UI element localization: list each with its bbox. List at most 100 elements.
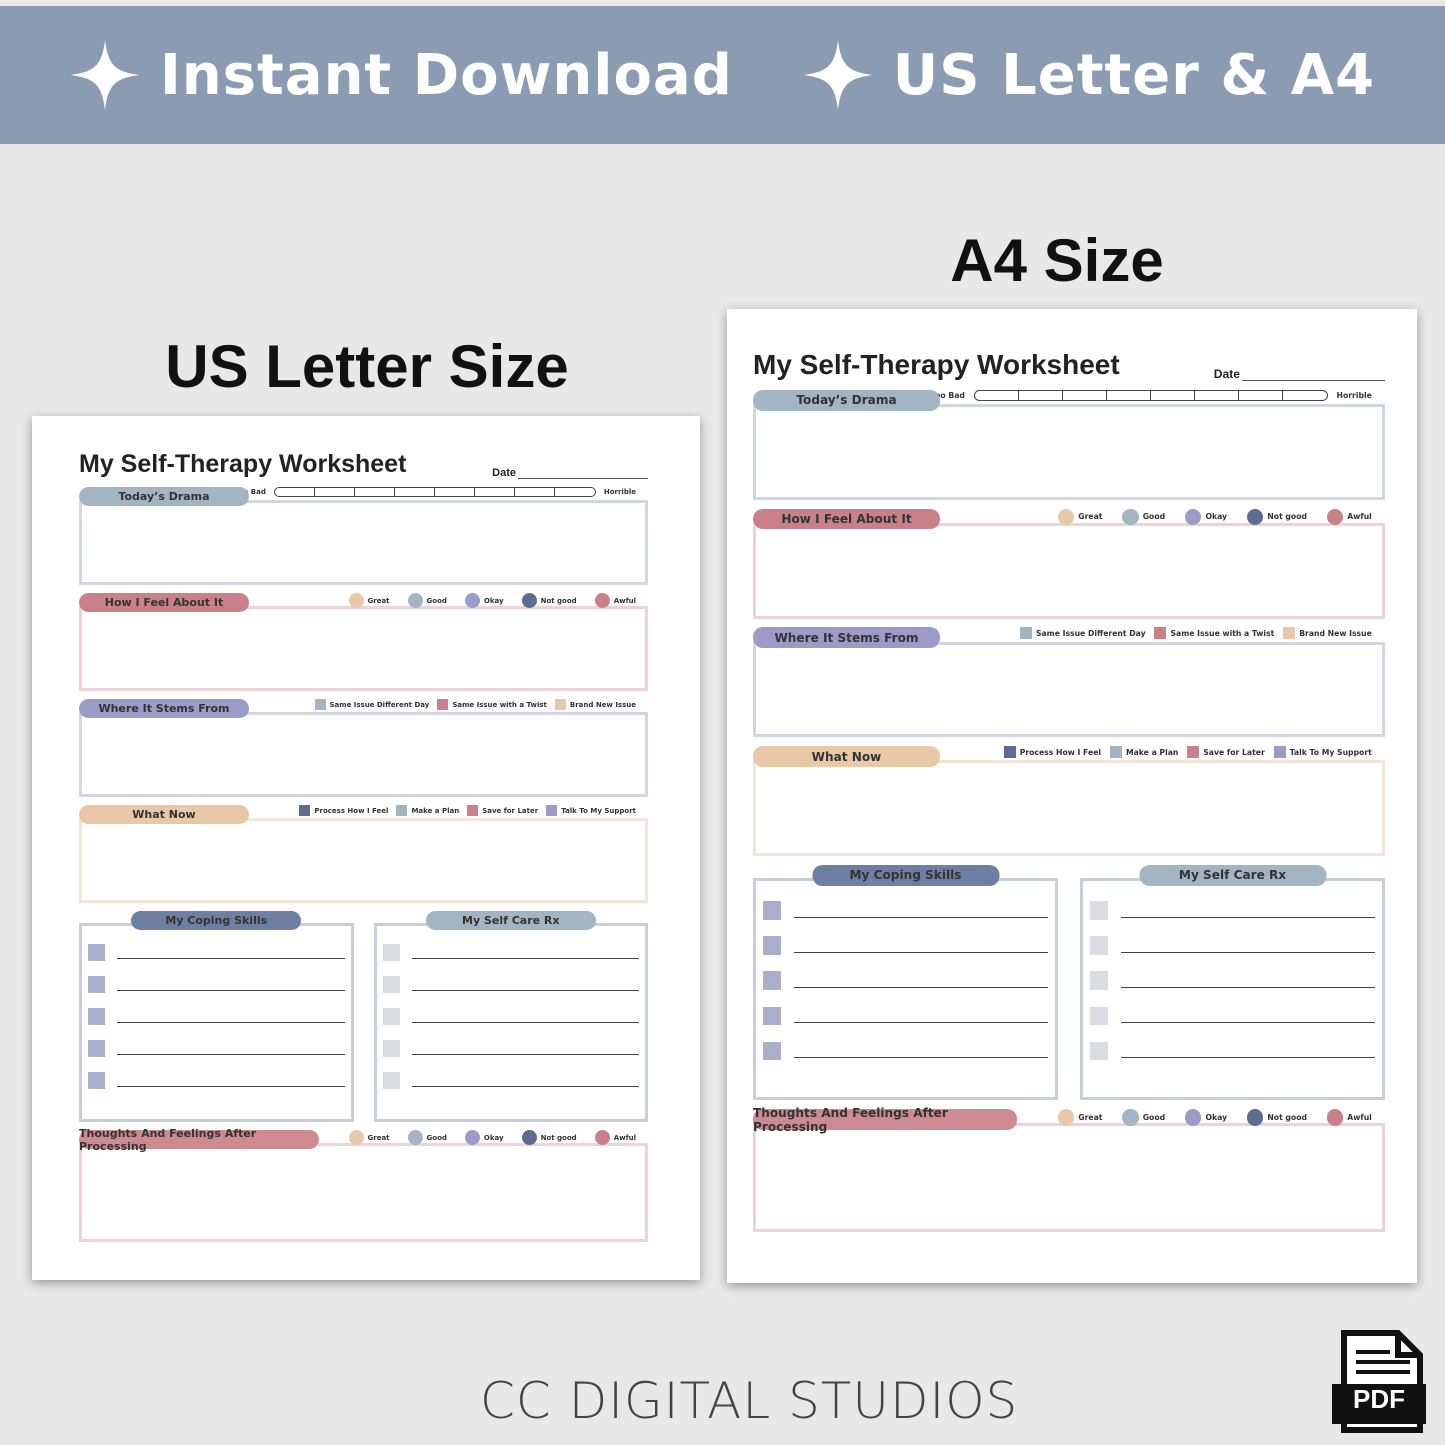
what-writing-area[interactable] bbox=[753, 760, 1385, 857]
checkbox[interactable] bbox=[762, 900, 782, 920]
stems-label: Where It Stems From bbox=[79, 699, 249, 718]
thoughts-writing-area[interactable] bbox=[753, 1123, 1385, 1233]
scale-segment[interactable] bbox=[1107, 390, 1151, 400]
checkbox[interactable] bbox=[762, 1041, 782, 1061]
section-thoughts: Thoughts And Feelings After Processing Gr… bbox=[79, 1127, 648, 1242]
scale-segment[interactable] bbox=[315, 488, 355, 496]
checkbox[interactable] bbox=[1089, 900, 1109, 920]
thoughts-writing-area[interactable] bbox=[79, 1143, 648, 1242]
scale-segment[interactable] bbox=[1019, 390, 1063, 400]
checkbox[interactable] bbox=[382, 944, 400, 961]
scale-segment[interactable] bbox=[475, 488, 515, 496]
write-line[interactable] bbox=[411, 1086, 639, 1087]
write-line[interactable] bbox=[1121, 916, 1376, 918]
section-stems: Where It Stems From Same Issue Different … bbox=[753, 627, 1385, 738]
write-line[interactable] bbox=[117, 1022, 345, 1023]
checkbox[interactable] bbox=[1089, 1006, 1109, 1026]
checkbox[interactable] bbox=[382, 1008, 400, 1025]
write-line[interactable] bbox=[1121, 987, 1376, 989]
stems-options: Same Issue Different Day Same Issue with … bbox=[1019, 627, 1372, 640]
date-input[interactable] bbox=[1242, 380, 1385, 381]
scale-segment[interactable] bbox=[395, 488, 435, 496]
mood-label: Great bbox=[1078, 512, 1103, 522]
banner-item-instant-download: Instant Download bbox=[69, 40, 733, 110]
checkbox[interactable] bbox=[382, 1040, 400, 1057]
mood-label: Not good bbox=[540, 596, 577, 605]
mood-great: Great bbox=[348, 1130, 390, 1145]
stems-writing-area[interactable] bbox=[753, 641, 1385, 738]
write-line[interactable] bbox=[411, 1054, 639, 1055]
scale-segment[interactable] bbox=[1063, 390, 1107, 400]
checkbox[interactable] bbox=[762, 971, 782, 991]
scale-segment[interactable] bbox=[1195, 390, 1239, 400]
drama-writing-area[interactable] bbox=[753, 404, 1385, 500]
stems-options: Same Issue Different Day Same Issue with … bbox=[314, 699, 636, 710]
checkbox[interactable] bbox=[762, 1006, 782, 1026]
legend-label: Same Issue Different Day bbox=[1035, 628, 1146, 638]
legend-label: Brand New Issue bbox=[569, 700, 636, 709]
stems-writing-area[interactable] bbox=[79, 712, 648, 797]
lists-row: My Coping Skills My Self Care Rx bbox=[79, 911, 648, 1122]
awful-face-icon bbox=[1326, 1109, 1344, 1126]
scale-segment[interactable] bbox=[515, 488, 555, 496]
checkbox[interactable] bbox=[88, 1008, 105, 1025]
write-line[interactable] bbox=[1121, 1022, 1376, 1024]
feel-writing-area[interactable] bbox=[753, 522, 1385, 619]
write-line[interactable] bbox=[117, 958, 345, 959]
list-row bbox=[762, 1006, 1049, 1026]
scale-segment[interactable] bbox=[275, 488, 315, 496]
scale-segment[interactable] bbox=[555, 488, 595, 496]
checkbox[interactable] bbox=[382, 976, 400, 993]
checkbox[interactable] bbox=[88, 944, 105, 961]
scale-segment[interactable] bbox=[435, 488, 475, 496]
write-line[interactable] bbox=[794, 987, 1049, 989]
feel-writing-area[interactable] bbox=[79, 606, 648, 691]
legend-item: Same Issue with a Twist bbox=[1154, 627, 1274, 640]
write-line[interactable] bbox=[1121, 1057, 1376, 1059]
scale-segment[interactable] bbox=[1283, 391, 1327, 400]
write-line[interactable] bbox=[411, 990, 639, 991]
what-writing-area[interactable] bbox=[79, 818, 648, 903]
checkbox[interactable] bbox=[382, 1072, 400, 1089]
checkbox[interactable] bbox=[88, 976, 105, 993]
scale-segment[interactable] bbox=[1239, 390, 1283, 400]
checkbox[interactable] bbox=[88, 1072, 105, 1089]
date-label: Date bbox=[1213, 367, 1240, 381]
write-line[interactable] bbox=[117, 1086, 345, 1087]
write-line[interactable] bbox=[794, 916, 1049, 918]
date-input[interactable] bbox=[518, 478, 648, 479]
drama-label: Today’s Drama bbox=[753, 389, 940, 411]
legend-label: Brand New Issue bbox=[1299, 628, 1372, 638]
list-row bbox=[762, 971, 1049, 991]
scale-segment[interactable] bbox=[975, 390, 1019, 400]
write-line[interactable] bbox=[794, 951, 1049, 953]
legend-swatch bbox=[467, 805, 479, 816]
what-label: What Now bbox=[79, 805, 249, 824]
checkbox[interactable] bbox=[1089, 1041, 1109, 1061]
write-line[interactable] bbox=[1121, 951, 1376, 953]
worksheet-title: My Self-Therapy Worksheet bbox=[753, 349, 1120, 380]
checkbox[interactable] bbox=[88, 1040, 105, 1057]
mood-not-good: Not good bbox=[1246, 508, 1307, 526]
checkbox[interactable] bbox=[1089, 936, 1109, 955]
scale-max-label: Horrible bbox=[1336, 390, 1372, 400]
write-line[interactable] bbox=[411, 958, 639, 959]
good-face-icon bbox=[1122, 1109, 1139, 1126]
drama-writing-area[interactable] bbox=[79, 500, 648, 585]
scale-segment[interactable] bbox=[1151, 390, 1195, 400]
okay-face-icon bbox=[464, 593, 480, 608]
write-line[interactable] bbox=[117, 1054, 345, 1055]
scale-segment[interactable] bbox=[355, 488, 395, 496]
checkbox[interactable] bbox=[1089, 971, 1109, 991]
write-line[interactable] bbox=[117, 990, 345, 991]
legend-label: Talk To My Support bbox=[561, 806, 636, 815]
mood-good: Good bbox=[407, 1130, 447, 1145]
legend-swatch bbox=[1283, 627, 1296, 640]
great-face-icon bbox=[1057, 1109, 1075, 1126]
write-line[interactable] bbox=[794, 1022, 1049, 1024]
checkbox[interactable] bbox=[762, 936, 782, 955]
write-line[interactable] bbox=[794, 1057, 1049, 1059]
write-line[interactable] bbox=[411, 1022, 639, 1023]
